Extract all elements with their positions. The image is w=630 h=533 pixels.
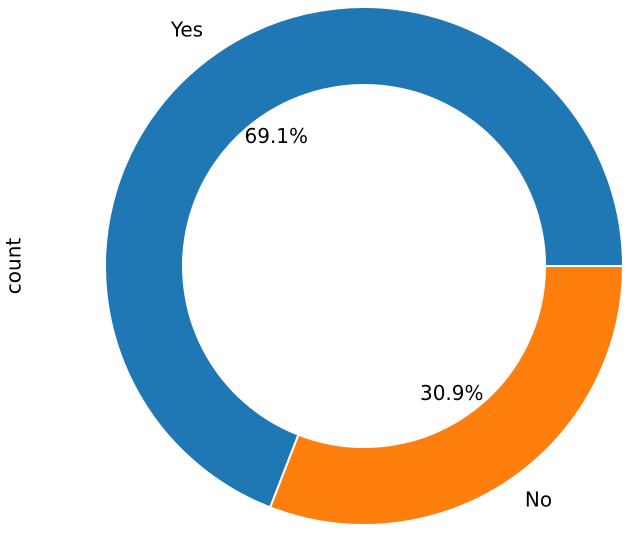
slice-label: No xyxy=(525,488,552,512)
percent-label: 69.1% xyxy=(244,124,308,148)
slice xyxy=(104,6,625,509)
percent-label: 30.9% xyxy=(420,381,484,405)
slice xyxy=(268,265,625,526)
slice-label: Yes xyxy=(170,17,203,41)
y-axis-label: count xyxy=(2,238,26,295)
